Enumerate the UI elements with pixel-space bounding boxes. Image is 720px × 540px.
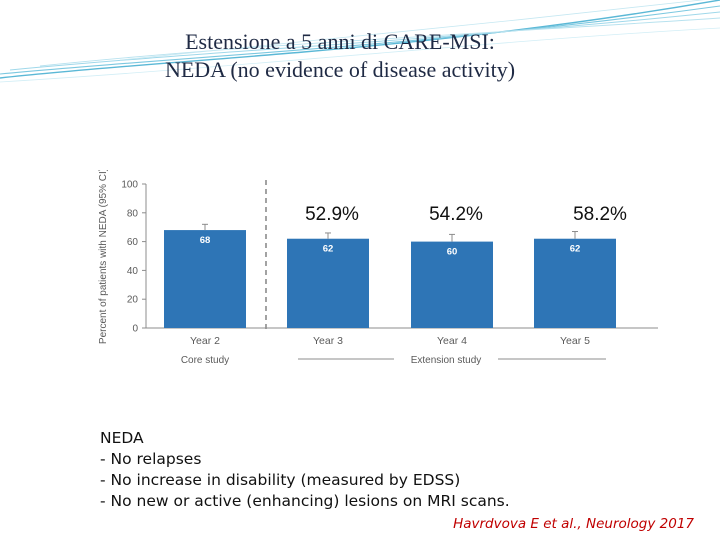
percentage-annotation: 58.2% [573,204,627,225]
bar-value-label: 62 [570,244,581,255]
percentage-annotation: 52.9% [305,204,359,225]
y-tick-label: 20 [127,295,139,306]
neda-definition: NEDA - No relapses - No increase in disa… [100,428,510,512]
bar-value-label: 62 [323,244,334,255]
bar-value-label: 68 [200,235,211,246]
x-tick-label: Year 5 [560,335,590,347]
percentage-annotation: 54.2% [429,204,483,225]
y-tick-label: 80 [127,208,139,219]
neda-item-mri: - No new or active (enhancing) lesions o… [100,492,510,510]
bar-value-label: 60 [447,247,458,258]
slide-title-line-2: NEDA (no evidence of disease activity) [164,57,516,82]
group-label-core: Core study [181,355,229,366]
y-tick-label: 100 [121,180,138,191]
y-tick-label: 60 [127,237,139,248]
bar-year-3 [287,238,369,328]
bar-year-2 [164,230,246,328]
group-label-extension: Extension study [411,355,482,366]
y-tick-label: 40 [127,266,139,277]
neda-bar-chart: 0 20 40 60 80 100 Percent of patients with NED… [98,170,658,366]
slide-title-line-1: Estensione a 5 anni di CARE-MSI: [185,29,495,54]
neda-heading: NEDA [100,429,144,447]
neda-item-relapses: - No relapses [100,450,202,468]
y-tick-label: 0 [132,324,138,335]
citation: Havrdvova E et al., Neurology 2017 [453,516,694,532]
bar-year-4 [411,241,493,328]
bar-year-5 [534,238,616,328]
neda-item-disability: - No increase in disability (measured by… [100,471,461,489]
chart-panel: 0 20 40 60 80 100 Percent of patients with NED… [58,170,664,370]
header-swoosh-decoration [0,0,720,83]
y-axis-label: Percent of patients with NEDA (95% CI) [98,170,109,344]
slide-title: Estensione a 5 anni di CARE-MSI: NEDA (n… [0,28,680,84]
x-tick-label: Year 3 [313,335,343,347]
x-tick-label: Year 2 [190,335,220,347]
x-tick-label: Year 4 [437,335,467,347]
